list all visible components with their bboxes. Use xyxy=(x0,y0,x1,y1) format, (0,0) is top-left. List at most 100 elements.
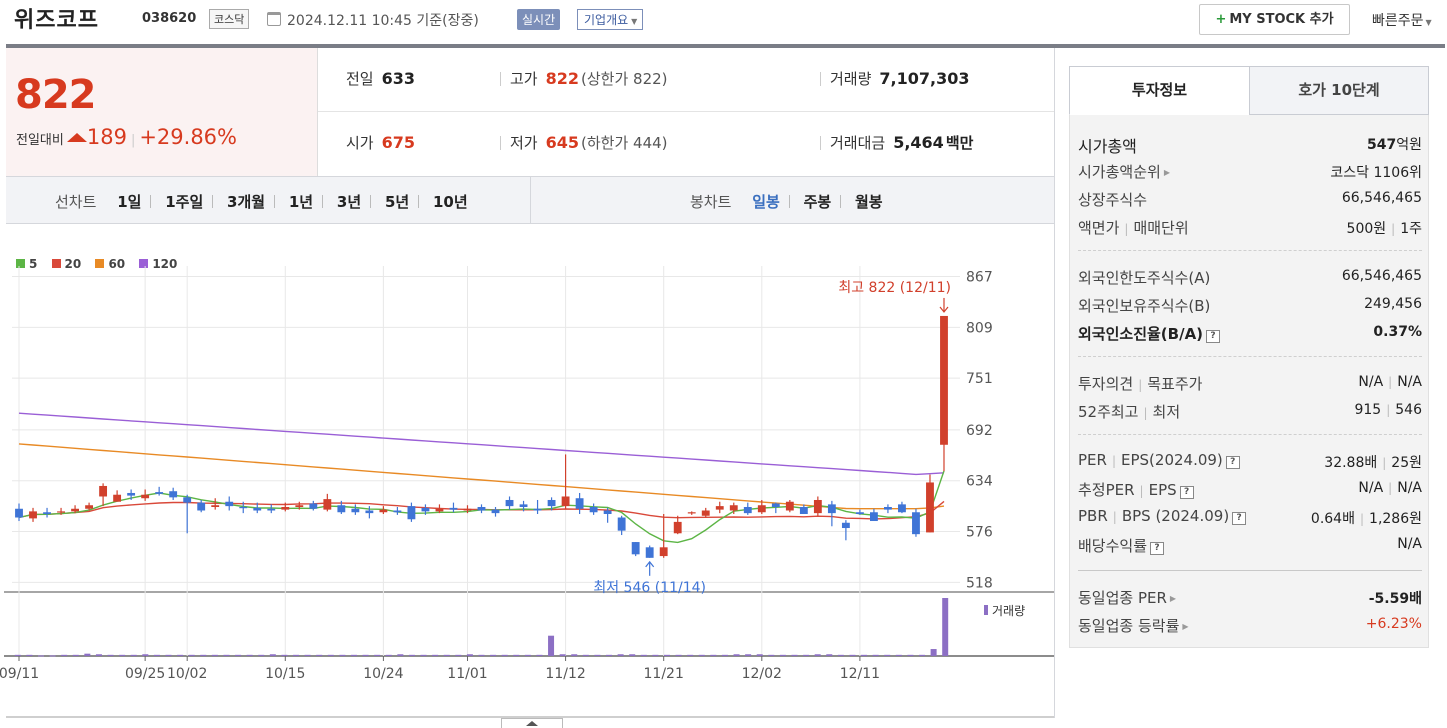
volume-bar xyxy=(188,654,195,656)
candle-body xyxy=(491,509,500,514)
change-amount: 189 xyxy=(86,125,127,149)
help-icon[interactable]: ? xyxy=(1150,542,1165,555)
candle-body xyxy=(379,509,388,513)
legend-ma5[interactable]: 5 xyxy=(16,257,37,271)
summary-row: 시가 675 저가 645 (하한가 444) 거래대금 5,464 백만 xyxy=(318,112,1054,176)
help-icon[interactable]: ? xyxy=(1206,330,1221,343)
price-tick-label: 809 xyxy=(966,320,993,336)
candle-body xyxy=(449,507,458,510)
date-tick-label: 11/01 xyxy=(447,666,487,682)
chart-canvas[interactable]: 867 809 751 692 634 576 518 09/11 09/25 10/02 10/1… xyxy=(0,246,1054,694)
volume-bar xyxy=(304,654,311,656)
trade-amount: 거래대금 5,464 백만 xyxy=(830,133,974,152)
price-tick-label: 751 xyxy=(966,371,993,387)
candle-body xyxy=(926,482,934,533)
volume-bar xyxy=(640,654,647,656)
volume-bar xyxy=(432,654,439,656)
candle-body xyxy=(603,510,612,515)
price-tick-label: 634 xyxy=(966,474,993,490)
candle-body xyxy=(589,506,598,513)
period-1d[interactable]: 1일 xyxy=(117,193,142,211)
volume-bar xyxy=(26,654,33,656)
candle-body xyxy=(43,512,51,515)
period-3m[interactable]: 3개월 xyxy=(227,193,266,211)
candle-body xyxy=(533,508,542,511)
low-annotation: 최저 546 (11/14) xyxy=(593,580,706,596)
foreign-limit-row: 외국인한도주식수(A) 66,546,465 xyxy=(1078,268,1422,287)
header-divider xyxy=(6,44,1445,48)
period-10y[interactable]: 10년 xyxy=(432,193,468,211)
industry-rate-row[interactable]: 동일업종 등락률 ▶ +6.23% xyxy=(1078,616,1422,635)
industry-per-row[interactable]: 동일업종 PER ▶ -5.59배 xyxy=(1078,589,1422,607)
stock-name: 위즈코프 xyxy=(14,8,99,33)
candle-body xyxy=(505,499,514,507)
high-arrow-head xyxy=(939,306,949,313)
legend-ma120[interactable]: 120 xyxy=(139,257,177,271)
volume-bar xyxy=(803,654,810,656)
date-tick-label: 11/12 xyxy=(545,666,585,682)
candle-body xyxy=(757,505,766,513)
volume-bar xyxy=(513,654,520,656)
candle-body xyxy=(281,506,290,510)
candle-body xyxy=(547,499,556,507)
period-5y[interactable]: 5년 xyxy=(384,193,410,211)
candle-body xyxy=(940,315,948,445)
chevron-right-icon: ▶ xyxy=(1182,622,1189,631)
candle-body xyxy=(659,547,668,557)
candle-body xyxy=(71,508,79,512)
chevron-up-icon xyxy=(526,721,538,726)
quick-order-dropdown[interactable]: 빠른주문 ▼ xyxy=(1372,13,1432,29)
volume-bar xyxy=(258,654,265,656)
period-weekly[interactable]: 주봉 xyxy=(803,193,832,211)
period-monthly[interactable]: 월봉 xyxy=(854,193,883,211)
period-1y[interactable]: 1년 xyxy=(288,193,314,211)
dividend-row: 배당수익률? N/A xyxy=(1078,536,1422,555)
volume-bar xyxy=(385,654,392,656)
candle-body xyxy=(575,498,584,509)
period-daily[interactable]: 일봉 xyxy=(752,193,780,211)
date-tick-label: 12/11 xyxy=(840,666,880,682)
help-icon[interactable]: ? xyxy=(1232,512,1247,525)
volume-bar xyxy=(571,654,578,656)
volume-bar xyxy=(119,654,126,656)
period-1w[interactable]: 1주일 xyxy=(165,193,204,211)
collapse-chart-button[interactable] xyxy=(501,718,563,728)
help-icon[interactable]: ? xyxy=(1225,456,1240,469)
low-arrow-head xyxy=(645,560,655,568)
period-3y[interactable]: 3년 xyxy=(336,193,362,211)
candle-body xyxy=(309,503,318,509)
current-price-box: 822 전일대비 189 | +29.86% xyxy=(6,48,318,176)
realtime-button[interactable]: 실시간 xyxy=(517,9,561,30)
date-tick-label: 10/15 xyxy=(265,666,305,682)
date-tick-label: 10/24 xyxy=(363,666,403,682)
foreign-ratio-row: 외국인소진율(B/A)? 0.37% xyxy=(1078,324,1422,343)
help-icon[interactable]: ? xyxy=(1179,486,1194,499)
quote-datetime: 2024.12.11 10:45 기준(장중) xyxy=(287,13,479,29)
volume-bar xyxy=(72,654,79,656)
volume-bar xyxy=(606,654,613,656)
volume-bar xyxy=(745,654,752,656)
volume-bar xyxy=(907,654,914,656)
candle-body xyxy=(799,506,808,515)
tab-order-book[interactable]: 호가 10단계 xyxy=(1249,66,1429,115)
volume-bar xyxy=(84,653,91,656)
corp-overview-dropdown[interactable]: 기업개요 ▼ xyxy=(577,9,644,30)
candlestick-chart[interactable]: 5 20 60 120 867 809 751 692 634 576 518 09/11 09… xyxy=(0,246,1054,694)
volume-bar xyxy=(235,654,242,656)
candle-body xyxy=(239,506,248,509)
volume-bar xyxy=(466,654,473,656)
up-arrow-icon xyxy=(66,133,87,142)
volume-bar xyxy=(397,654,404,656)
legend-ma20[interactable]: 20 xyxy=(51,257,81,271)
tab-invest-info[interactable]: 투자정보 xyxy=(1069,66,1250,115)
candle-body xyxy=(253,507,262,511)
volume-bar xyxy=(698,654,705,656)
volume-bar xyxy=(200,654,207,656)
volume-bar xyxy=(687,654,694,656)
candle-chart-periods: 봉차트 일봉 주봉 월봉 xyxy=(690,193,883,211)
volume-legend-swatch xyxy=(984,605,988,615)
market-cap-rank-row[interactable]: 시가총액순위 ▶ 코스닥 1106위 xyxy=(1078,163,1422,181)
candle-body xyxy=(155,492,164,494)
legend-ma60[interactable]: 60 xyxy=(95,257,125,271)
add-my-stock-button[interactable]: + MY STOCK 추가 xyxy=(1199,4,1350,35)
